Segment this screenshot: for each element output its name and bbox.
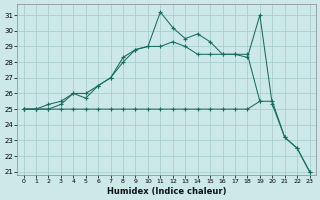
X-axis label: Humidex (Indice chaleur): Humidex (Indice chaleur)	[107, 187, 226, 196]
